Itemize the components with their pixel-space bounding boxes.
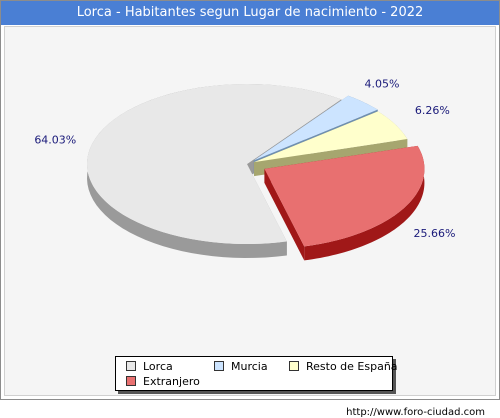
legend-item-extranjero: Extranjero bbox=[126, 375, 200, 389]
pie-slice-lorca bbox=[86, 83, 342, 244]
pie-label-murcia: 4.05% bbox=[365, 77, 400, 90]
legend-swatch-resto bbox=[289, 361, 299, 371]
pie-slice-resto bbox=[254, 111, 408, 163]
legend-label-lorca: Lorca bbox=[143, 360, 173, 373]
legend-item-murcia: Murcia bbox=[214, 360, 268, 374]
pie-slice-extranjero bbox=[264, 145, 425, 247]
legend-label-extranjero: Extranjero bbox=[143, 375, 200, 388]
legend: Lorca Murcia Resto de España Extranjero bbox=[115, 356, 398, 391]
legend-label-resto: Resto de España bbox=[306, 360, 398, 373]
pie-label-lorca: 64.03% bbox=[34, 134, 76, 147]
footer-url: http://www.foro-ciudad.com bbox=[346, 407, 485, 418]
legend-label-murcia: Murcia bbox=[231, 360, 268, 373]
pie-label-resto: 6.26% bbox=[415, 104, 450, 117]
chart-area: 64.03% 4.05% 6.26% 25.66% Lorca Murcia Rest… bbox=[4, 26, 496, 418]
chart-title: Lorca - Habitantes segun Lugar de nacimi… bbox=[1, 1, 499, 25]
legend-item-resto: Resto de España bbox=[289, 360, 398, 374]
pie-chart: 64.03% 4.05% 6.26% 25.66% bbox=[34, 77, 455, 261]
legend-swatch-lorca bbox=[126, 361, 136, 371]
legend-swatch-extranjero bbox=[126, 376, 136, 386]
legend-item-lorca: Lorca bbox=[126, 360, 173, 374]
legend-swatch-murcia bbox=[214, 361, 224, 371]
pie-slice-murcia bbox=[253, 95, 378, 161]
pie-label-extranjero: 25.66% bbox=[413, 227, 455, 240]
